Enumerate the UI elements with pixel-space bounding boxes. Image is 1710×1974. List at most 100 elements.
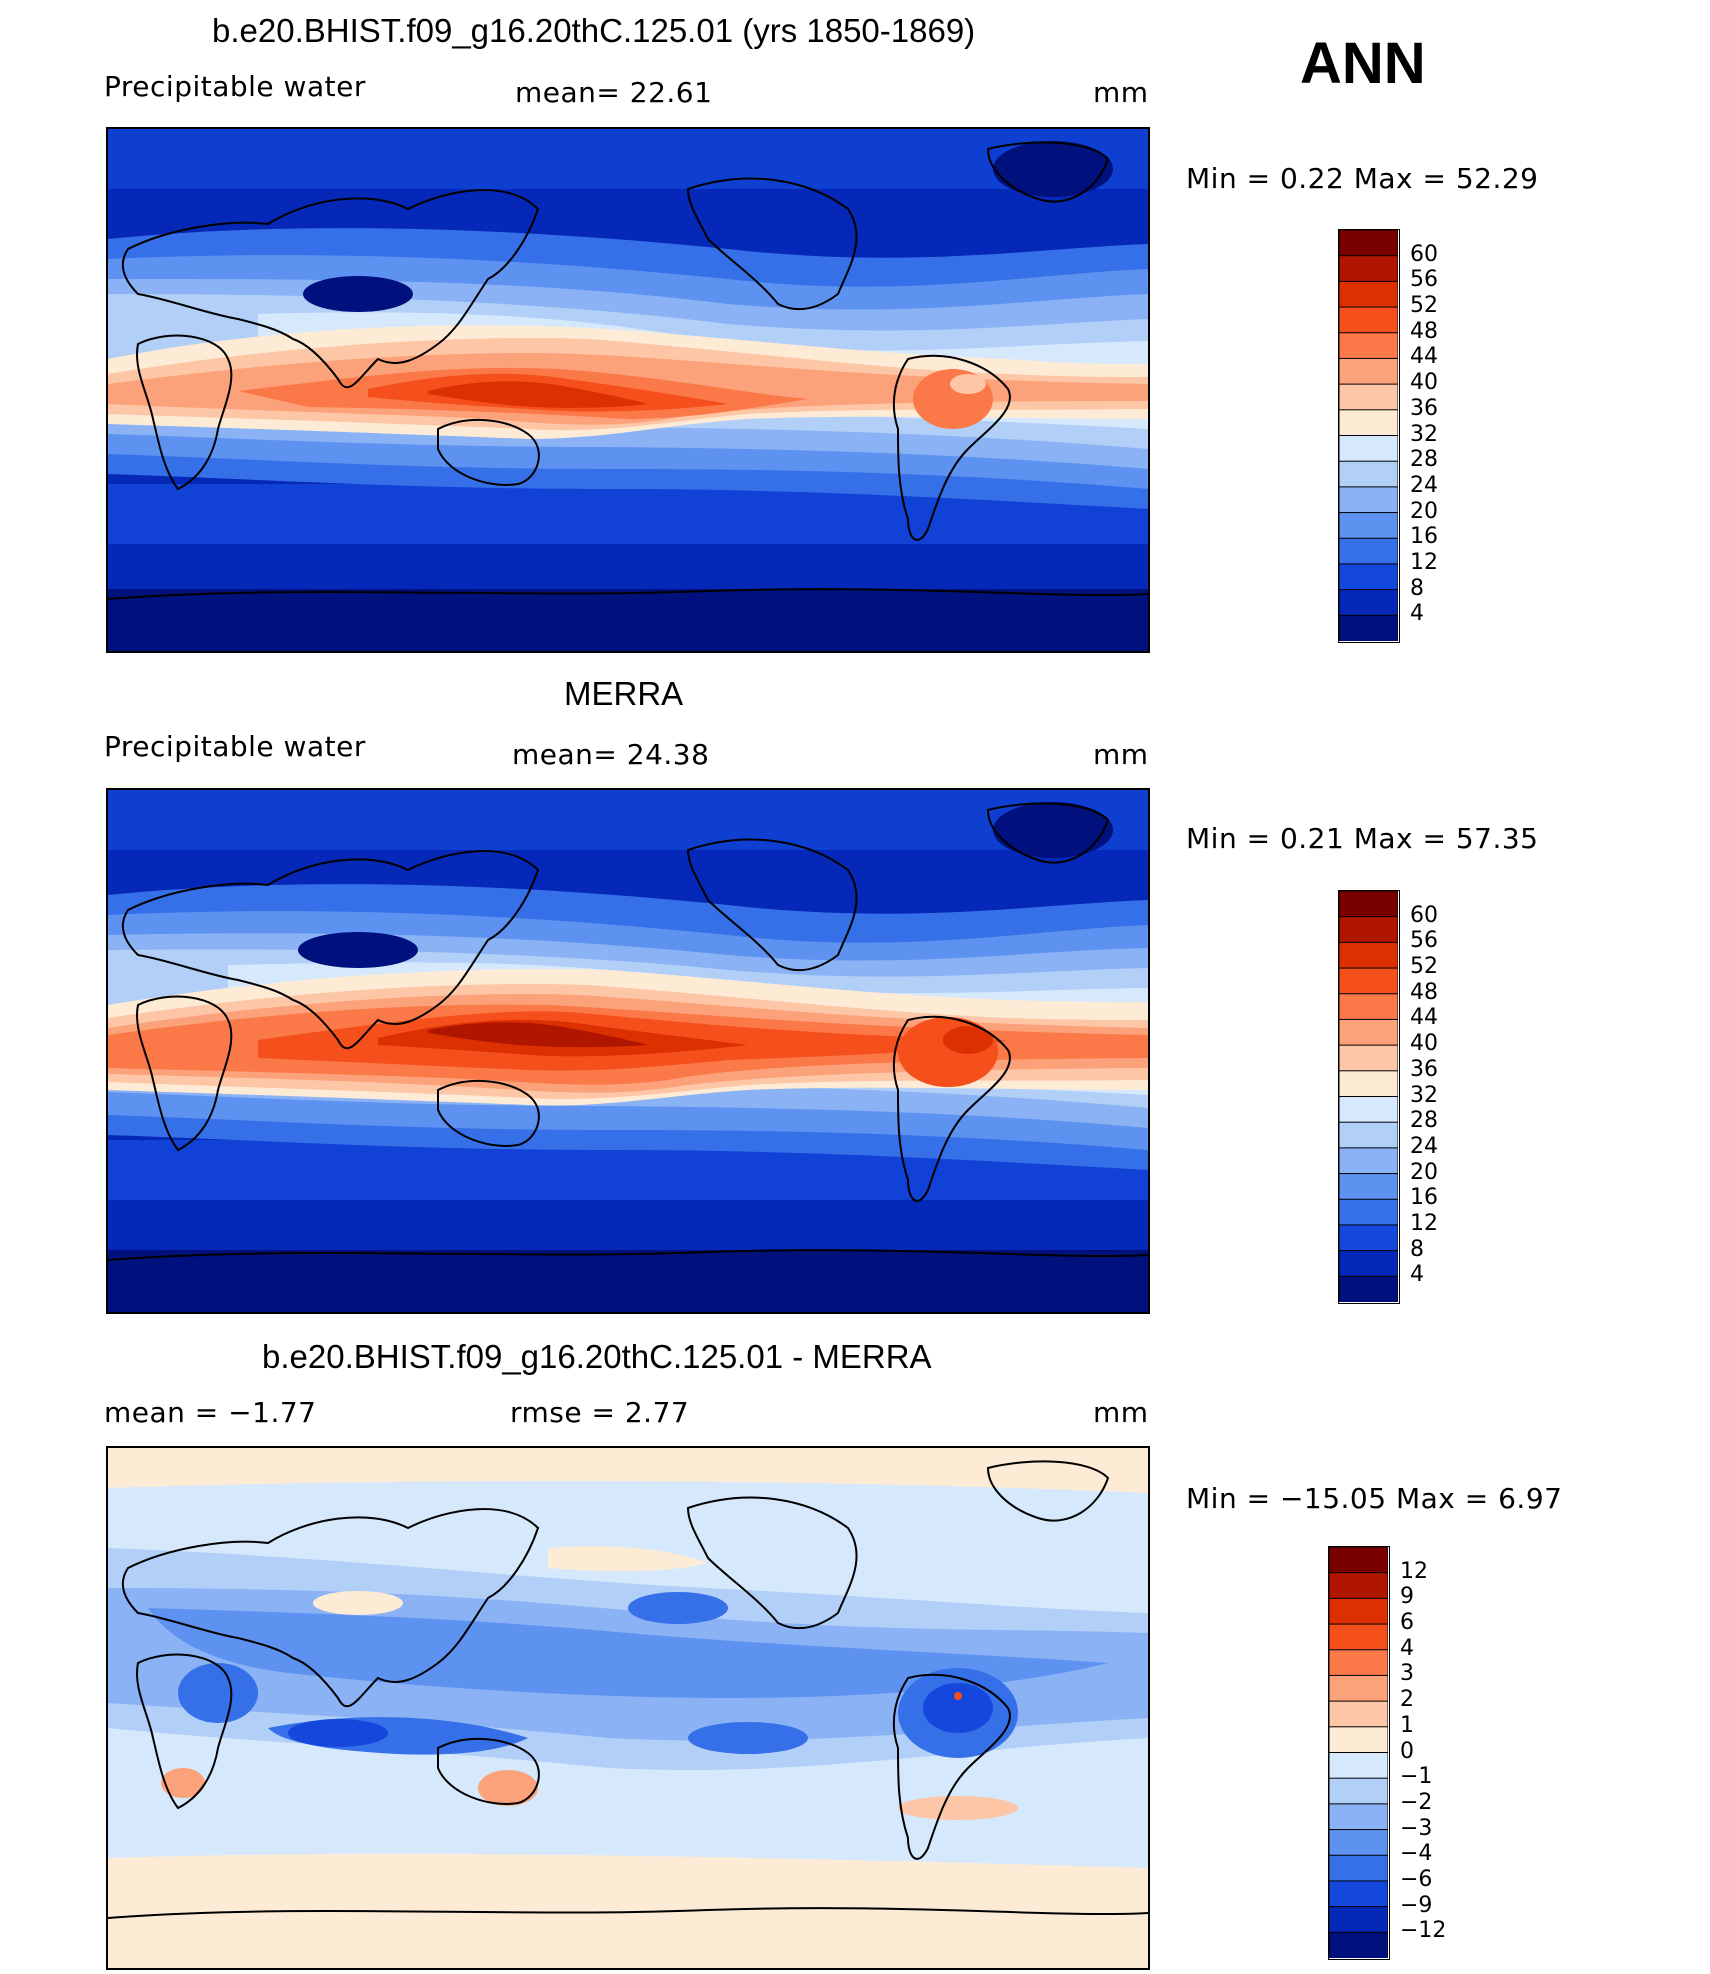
panel3-title: b.e20.BHIST.f09_g16.20thC.125.01 - MERRA <box>262 1338 932 1375</box>
colorbar-swatch <box>1339 512 1398 540</box>
colorbar-tick-label: −3 <box>1400 1815 1433 1841</box>
colorbar-tick-label: 52 <box>1410 954 1438 980</box>
colorbar-swatch <box>1329 1906 1388 1934</box>
colorbar-swatch <box>1339 435 1398 463</box>
colorbar-swatch <box>1339 537 1398 565</box>
colorbar-swatch <box>1339 1070 1398 1098</box>
colorbar-tick-label: 12 <box>1410 1210 1438 1236</box>
panel1-title: b.e20.BHIST.f09_g16.20thC.125.01 (yrs 18… <box>212 12 976 49</box>
colorbar-tick-label: 12 <box>1400 1558 1428 1584</box>
panel1-map <box>106 127 1150 653</box>
panel1-minmax-label: Min = 0.22 Max = 52.29 <box>1186 162 1539 195</box>
colorbar-swatch <box>1329 1752 1388 1780</box>
colorbar-tick-label: 40 <box>1410 1031 1438 1057</box>
colorbar-swatch <box>1339 230 1398 257</box>
colorbar-swatch <box>1339 1018 1398 1047</box>
colorbar-swatch <box>1339 1173 1398 1201</box>
colorbar-tick-label: 36 <box>1410 1056 1438 1082</box>
colorbar-tick-label: 24 <box>1410 472 1438 498</box>
colorbar-tick-label: −4 <box>1400 1841 1433 1867</box>
panel2-title: MERRA <box>564 675 684 712</box>
colorbar-swatch <box>1329 1623 1388 1651</box>
colorbar-swatch <box>1339 357 1398 386</box>
panel1-colorbar <box>1338 229 1400 643</box>
colorbar-swatch <box>1339 1121 1398 1149</box>
colorbar-swatch <box>1329 1777 1388 1805</box>
colorbar-tick-label: 32 <box>1410 1082 1438 1108</box>
panel1-units-label: mm <box>1093 76 1149 109</box>
panel3-rmse-label: rmse = 2.77 <box>510 1396 690 1429</box>
panel2-units-label: mm <box>1093 738 1149 771</box>
colorbar-swatch <box>1339 255 1398 283</box>
colorbar-swatch <box>1329 1803 1388 1831</box>
colorbar-tick-label: 20 <box>1410 1159 1438 1185</box>
colorbar-tick-label: 28 <box>1410 1108 1438 1134</box>
colorbar-tick-label: −6 <box>1400 1866 1433 1892</box>
panel3-minmax-label: Min = −15.05 Max = 6.97 <box>1186 1482 1563 1515</box>
colorbar-tick-label: 56 <box>1410 267 1438 293</box>
colorbar-tick-label: 36 <box>1410 395 1438 421</box>
colorbar-swatch <box>1339 1147 1398 1175</box>
colorbar-swatch <box>1329 1726 1388 1754</box>
colorbar-swatch <box>1339 332 1398 360</box>
panel3-coastlines <box>108 1460 1148 1919</box>
panel2-minmax-label: Min = 0.21 Max = 57.35 <box>1186 822 1539 855</box>
colorbar-tick-label: 4 <box>1410 601 1424 627</box>
panel1-colorbar-ticks: 60 56 52 48 44 40 36 32 28 24 20 16 12 8 4 <box>1410 229 1470 643</box>
colorbar-swatch <box>1339 383 1398 411</box>
panel2-coastlines <box>108 802 1148 1261</box>
colorbar-swatch <box>1329 1829 1388 1857</box>
colorbar-swatch <box>1329 1649 1388 1677</box>
panel1-antarctic-band <box>108 589 1148 651</box>
colorbar-swatch <box>1329 1700 1388 1728</box>
colorbar-swatch <box>1339 1044 1398 1072</box>
panel2-variable-label: Precipitable water <box>104 730 366 763</box>
colorbar-tick-label: 6 <box>1400 1610 1414 1636</box>
colorbar-swatch <box>1339 1198 1398 1226</box>
colorbar-tick-label: −9 <box>1400 1892 1433 1918</box>
colorbar-tick-label: 28 <box>1410 447 1438 473</box>
colorbar-swatch <box>1339 941 1398 970</box>
panel3-colorbar-ticks: 12 9 6 4 3 2 1 0 −1 −2 −3 −4 −6 −9 −12 <box>1400 1546 1470 1960</box>
colorbar-tick-label: 32 <box>1410 421 1438 447</box>
colorbar-swatch <box>1329 1931 1388 1958</box>
colorbar-swatch <box>1339 280 1398 309</box>
colorbar-tick-label: −2 <box>1400 1789 1433 1815</box>
colorbar-swatch <box>1329 1674 1388 1703</box>
colorbar-tick-label: 44 <box>1410 344 1438 370</box>
panel2-mean-label: mean= 24.38 <box>512 738 710 771</box>
colorbar-swatch <box>1329 1572 1388 1600</box>
colorbar-swatch <box>1339 967 1398 995</box>
colorbar-swatch <box>1339 486 1398 514</box>
colorbar-swatch <box>1339 306 1398 334</box>
colorbar-tick-label: 48 <box>1410 979 1438 1005</box>
panel2-colorbar <box>1338 890 1400 1304</box>
colorbar-swatch <box>1339 1224 1398 1252</box>
colorbar-swatch <box>1339 409 1398 437</box>
panel3-mean-label: mean = −1.77 <box>104 1396 317 1429</box>
colorbar-swatch <box>1339 993 1398 1021</box>
colorbar-tick-label: 1 <box>1400 1712 1414 1738</box>
colorbar-tick-label: 2 <box>1400 1687 1414 1713</box>
colorbar-tick-label: 12 <box>1410 549 1438 575</box>
colorbar-tick-label: −1 <box>1400 1764 1433 1790</box>
colorbar-swatch <box>1339 563 1398 591</box>
panel3-units-label: mm <box>1093 1396 1149 1429</box>
panel3-map <box>106 1446 1150 1970</box>
colorbar-tick-label: 0 <box>1400 1738 1414 1764</box>
colorbar-tick-label: 4 <box>1400 1635 1414 1661</box>
colorbar-tick-label: 60 <box>1410 241 1438 267</box>
colorbar-tick-label: 48 <box>1410 318 1438 344</box>
colorbar-swatch <box>1339 891 1398 918</box>
panel2-antarctic-band <box>108 1250 1148 1312</box>
colorbar-tick-label: 3 <box>1400 1661 1414 1687</box>
colorbar-swatch <box>1339 1275 1398 1302</box>
colorbar-tick-label: 60 <box>1410 902 1438 928</box>
colorbar-tick-label: 16 <box>1410 1185 1438 1211</box>
season-label: ANN <box>1300 31 1426 96</box>
colorbar-swatch <box>1339 1250 1398 1278</box>
colorbar-tick-label: 24 <box>1410 1133 1438 1159</box>
panel2-map <box>106 788 1150 1314</box>
colorbar-tick-label: 16 <box>1410 524 1438 550</box>
colorbar-swatch <box>1339 614 1398 641</box>
